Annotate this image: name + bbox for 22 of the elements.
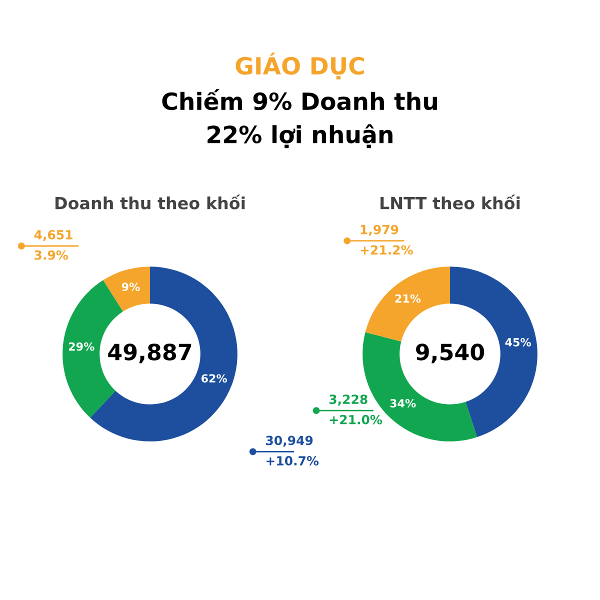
data-label: 34%: [390, 399, 416, 408]
text: +21.2%: [360, 245, 413, 255]
text: +21.0%: [330, 414, 382, 424]
text: 3.9%: [34, 250, 68, 260]
text: 9,540: [416, 344, 484, 364]
data-label: 62%: [201, 374, 228, 383]
text: 3,228: [329, 394, 368, 406]
text: 30,949: [266, 436, 313, 447]
donut-slice: [365, 266, 450, 342]
data-label: 29%: [68, 342, 94, 351]
text: +10.7%: [266, 456, 319, 466]
chart-title: LNTT theo khối: [380, 194, 520, 210]
text: 49,887: [108, 344, 192, 364]
text: GIÁO DỤC: [236, 52, 364, 80]
donut-slice: [103, 266, 150, 312]
text: 4,651: [34, 230, 72, 242]
data-label: 9%: [122, 282, 140, 292]
text: Chiếm 9% Doanh thu 22% lợi nhuận: [162, 89, 437, 148]
text: 1,979: [360, 224, 398, 236]
data-label: 21%: [395, 294, 421, 303]
data-label: 45%: [505, 338, 532, 346]
chart-title: Doanh thu theo khối: [56, 194, 245, 210]
